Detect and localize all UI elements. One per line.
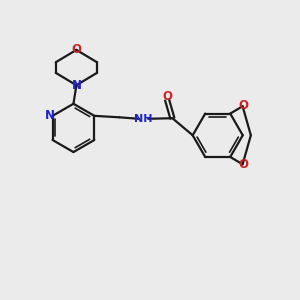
Text: NH: NH — [134, 114, 152, 124]
Text: N: N — [45, 109, 55, 122]
Text: O: O — [238, 99, 248, 112]
Text: O: O — [238, 158, 248, 171]
Text: O: O — [71, 44, 81, 56]
Text: O: O — [162, 91, 172, 103]
Text: N: N — [71, 79, 81, 92]
